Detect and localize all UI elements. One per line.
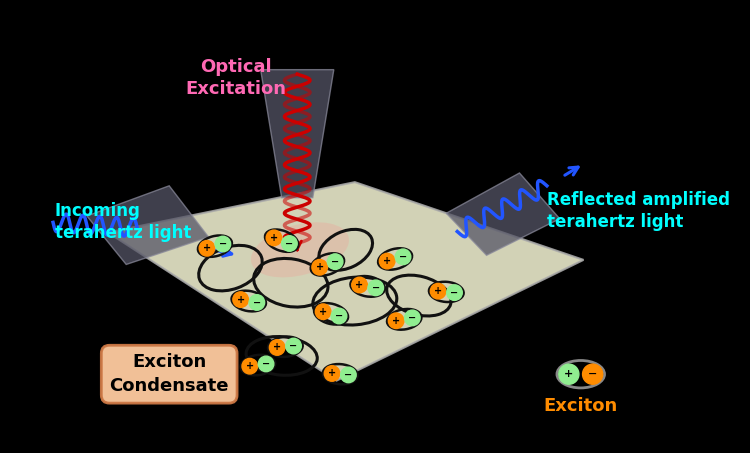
Text: +: + <box>273 342 281 352</box>
Text: Reflected amplified
terahertz light: Reflected amplified terahertz light <box>547 191 730 231</box>
Circle shape <box>559 364 579 384</box>
Circle shape <box>327 254 343 270</box>
Text: +: + <box>392 316 400 326</box>
Circle shape <box>233 292 248 308</box>
Text: +: + <box>356 280 364 290</box>
Circle shape <box>368 280 383 296</box>
Circle shape <box>258 356 274 371</box>
Polygon shape <box>108 182 584 381</box>
Text: +: + <box>316 262 324 272</box>
Text: +: + <box>328 368 336 379</box>
Text: −: − <box>408 313 416 323</box>
Circle shape <box>282 236 297 251</box>
Text: Exciton
Condensate: Exciton Condensate <box>110 353 229 395</box>
Text: −: − <box>372 283 380 293</box>
Circle shape <box>340 367 356 383</box>
Text: +: + <box>434 286 442 296</box>
Text: −: − <box>285 238 293 249</box>
Polygon shape <box>87 186 209 265</box>
Polygon shape <box>446 173 560 255</box>
Circle shape <box>200 241 214 256</box>
Text: −: − <box>451 288 458 298</box>
Circle shape <box>266 230 282 246</box>
Text: −: − <box>262 359 270 369</box>
Text: −: − <box>219 239 227 249</box>
Circle shape <box>395 249 411 265</box>
Circle shape <box>352 277 368 293</box>
Circle shape <box>249 295 265 310</box>
Circle shape <box>312 260 328 275</box>
Text: Exciton: Exciton <box>544 397 618 415</box>
Text: +: + <box>383 256 392 266</box>
Text: −: − <box>335 311 343 321</box>
Circle shape <box>583 364 603 384</box>
Text: +: + <box>270 233 278 243</box>
Text: Optical
Excitation: Optical Excitation <box>185 58 286 98</box>
Text: +: + <box>564 369 574 379</box>
Text: −: − <box>344 370 352 380</box>
Circle shape <box>404 310 420 326</box>
Circle shape <box>324 366 340 381</box>
Text: Incoming
terahertz light: Incoming terahertz light <box>55 202 191 242</box>
Circle shape <box>242 358 257 374</box>
Circle shape <box>269 340 285 355</box>
Text: +: + <box>236 294 244 304</box>
Circle shape <box>430 284 446 299</box>
Text: −: − <box>253 298 261 308</box>
Circle shape <box>215 236 231 252</box>
Text: +: + <box>319 307 327 317</box>
Text: −: − <box>331 257 339 267</box>
Circle shape <box>380 253 395 269</box>
Text: +: + <box>203 243 211 253</box>
Text: −: − <box>588 369 597 379</box>
Circle shape <box>315 304 331 319</box>
Text: +: + <box>246 361 254 371</box>
Circle shape <box>388 313 404 328</box>
Text: −: − <box>399 252 407 262</box>
Circle shape <box>286 338 302 354</box>
Polygon shape <box>261 70 334 198</box>
Circle shape <box>332 308 346 324</box>
Circle shape <box>447 285 462 300</box>
Text: −: − <box>290 341 298 351</box>
Ellipse shape <box>251 222 349 277</box>
